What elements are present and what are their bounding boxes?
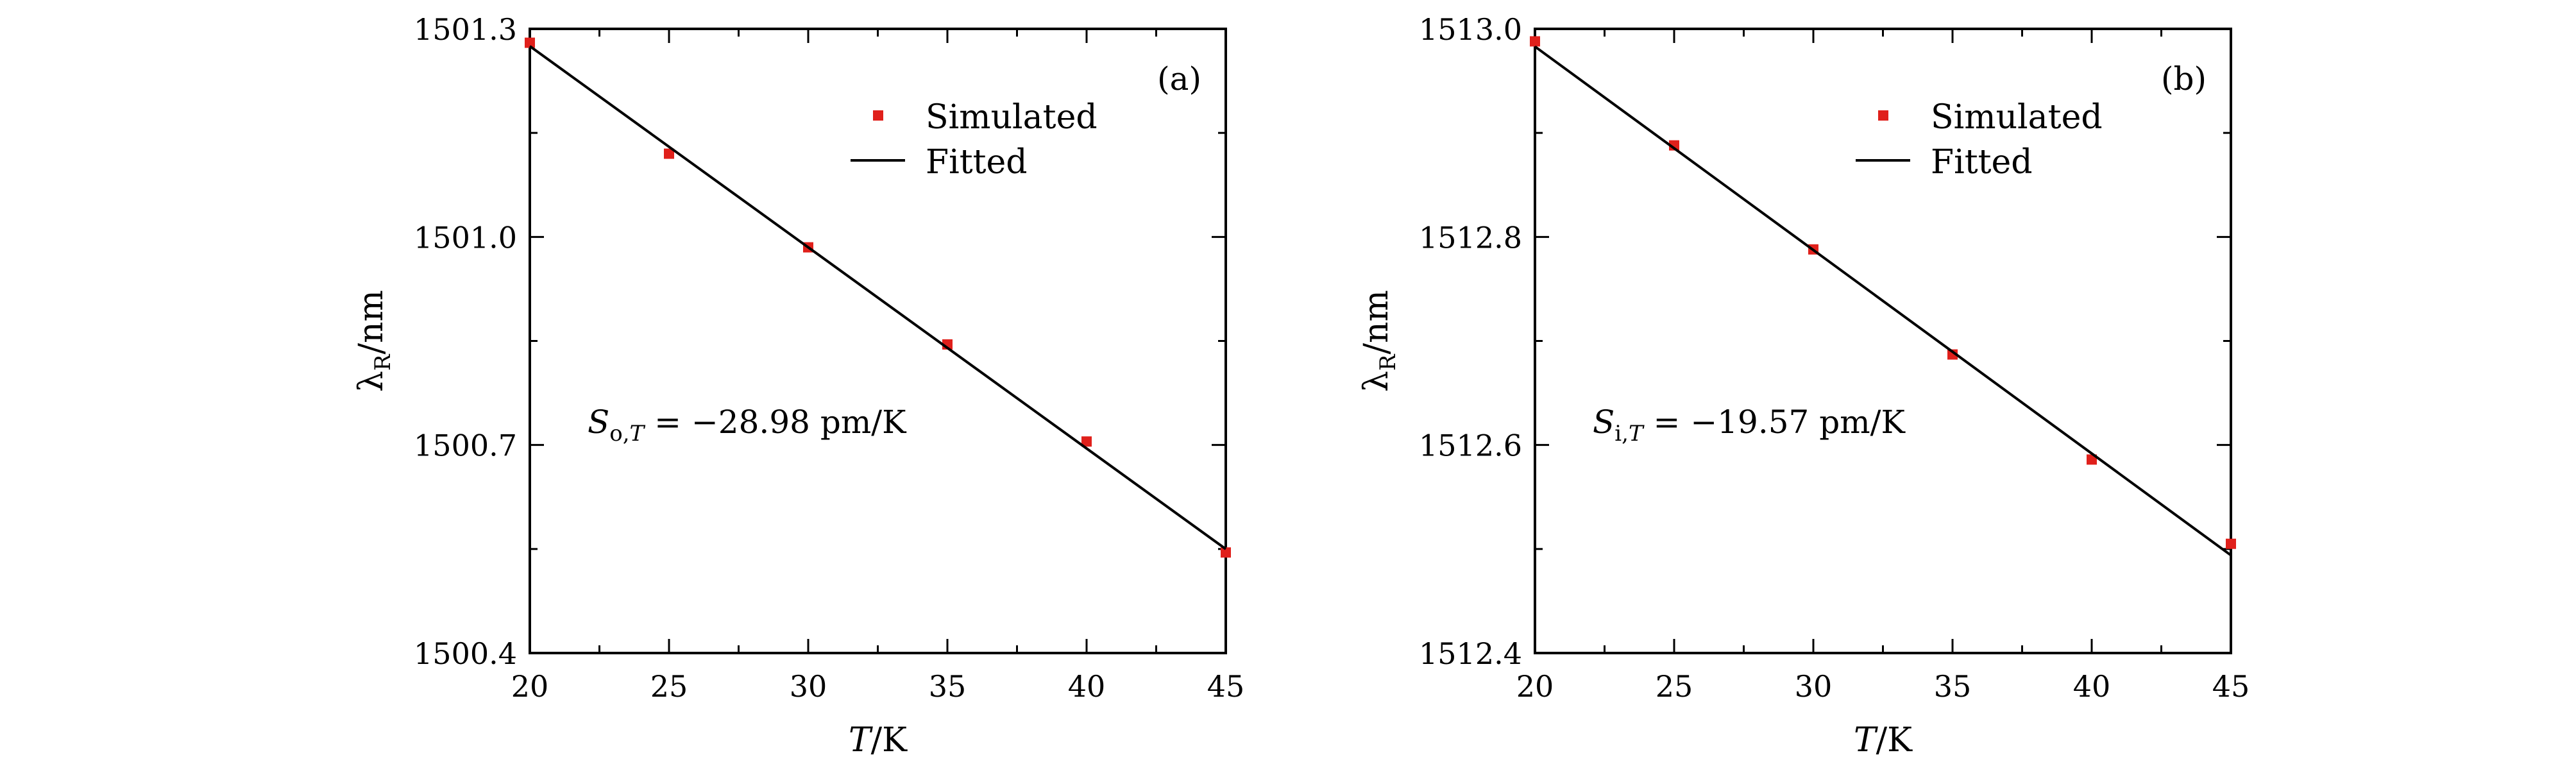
- panel-b: 20 25 30 35 40 45 1512.4 1512.6 1512.8 1513.0 T/K λ…: [1357, 12, 2250, 760]
- panel-a-y-tick-label: 1501.0: [414, 220, 517, 255]
- panel-b-slope-annotation: Si,T = −19.57 pm/K: [1593, 403, 1906, 446]
- panel-a-annot-sub-var: T: [630, 421, 646, 446]
- panel-a-simulated-point: [1081, 436, 1092, 447]
- panel-a-x-tick-label: 20: [511, 669, 549, 704]
- panel-a-x-tick-label: 40: [1068, 669, 1106, 704]
- panel-b-y-axis-title: λR/nm: [1357, 290, 1401, 392]
- panel-a-y-axis-sub: R: [370, 353, 396, 371]
- panel-a-legend-text-simulated: Simulated: [926, 98, 1097, 137]
- panel-b-legend-text-simulated: Simulated: [1931, 98, 2103, 137]
- panel-b-y-axis-unit: /nm: [1357, 290, 1396, 354]
- panel-a-x-tick-label: 25: [650, 669, 688, 704]
- panel-a-label: (a): [1157, 60, 1201, 98]
- panel-b-annot-sub-var: T: [1629, 421, 1645, 446]
- panel-b-y-tick-label: 1512.4: [1419, 636, 1522, 671]
- panel-b-x-axis-unit: /K: [1876, 721, 1913, 760]
- panel-a-x-axis-var: T: [849, 721, 873, 760]
- panel-b-x-axis-var: T: [1854, 721, 1878, 760]
- panel-a-annot-rest: = −28.98 pm/K: [644, 403, 907, 441]
- panel-a-slope-annotation: So,T = −28.98 pm/K: [588, 403, 907, 446]
- panel-a-annot-var: S: [588, 403, 609, 441]
- panel-b-x-tick-label: 35: [1934, 669, 1972, 704]
- panel-a-y-tick-label: 1500.4: [414, 636, 517, 671]
- panel-a-y-tick-label: 1500.7: [414, 429, 517, 463]
- panel-b-x-tick-label: 25: [1656, 669, 1693, 704]
- panel-b-x-tick-label: 20: [1516, 669, 1554, 704]
- panel-a-simulated-point: [525, 37, 535, 48]
- panel-b-y-tick-label: 1513.0: [1419, 12, 1522, 47]
- panel-a-fitted-line: [529, 45, 1227, 550]
- panel-a: 20 25 30 35 40 45 1500.4 1500.7 1501.0 1501.3 T/K λ…: [352, 12, 1244, 760]
- panel-a-simulated-point: [1221, 547, 1231, 558]
- panel-b-y-tick-label: 1512.8: [1419, 220, 1522, 255]
- panel-a-x-tick-label: 35: [929, 669, 967, 704]
- panel-a-x-axis-title: T/K: [849, 721, 908, 760]
- panel-b-annot-rest: = −19.57 pm/K: [1643, 403, 1906, 441]
- panel-b-legend-marker-simulated: [1878, 110, 1888, 121]
- panel-b-x-tick-label: 45: [2212, 669, 2250, 704]
- panel-b-x-tick-label: 40: [2073, 669, 2111, 704]
- panel-a-simulated-point: [664, 148, 674, 159]
- panel-b-y-axis-sub: R: [1375, 353, 1401, 371]
- panel-b-y-tick-label: 1512.6: [1419, 429, 1522, 463]
- panel-a-legend-text-fitted: Fitted: [926, 143, 1028, 182]
- panel-a-x-tick-label: 45: [1207, 669, 1245, 704]
- panel-a-x-axis-unit: /K: [871, 721, 908, 760]
- panel-b-x-tick-label: 30: [1795, 669, 1833, 704]
- panel-b-label: (b): [2161, 60, 2207, 98]
- panel-a-x-tick-label: 30: [790, 669, 827, 704]
- panel-b-legend-text-fitted: Fitted: [1931, 143, 2033, 182]
- panel-a-y-axis-title: λR/nm: [352, 290, 396, 392]
- panel-b-annot-sub: i,: [1614, 421, 1629, 446]
- panel-b-annot-var: S: [1593, 403, 1614, 441]
- panel-b-y-axis-var: λ: [1357, 371, 1396, 392]
- panel-b-simulated-point: [1530, 36, 1540, 47]
- panel-b-fitted-line: [1534, 45, 2232, 557]
- panel-b-simulated-point: [2087, 454, 2097, 465]
- panel-b-simulated-point: [1947, 349, 1958, 360]
- panel-a-y-axis-var: λ: [352, 371, 391, 392]
- panel-a-annot-sub: o,: [609, 421, 629, 446]
- panel-a-y-axis-unit: /nm: [352, 290, 391, 354]
- panel-a-y-tick-label: 1501.3: [414, 12, 517, 47]
- panel-b-simulated-point: [2226, 538, 2236, 549]
- panel-a-legend-marker-simulated: [873, 110, 883, 121]
- panel-b-x-axis-title: T/K: [1854, 721, 1913, 760]
